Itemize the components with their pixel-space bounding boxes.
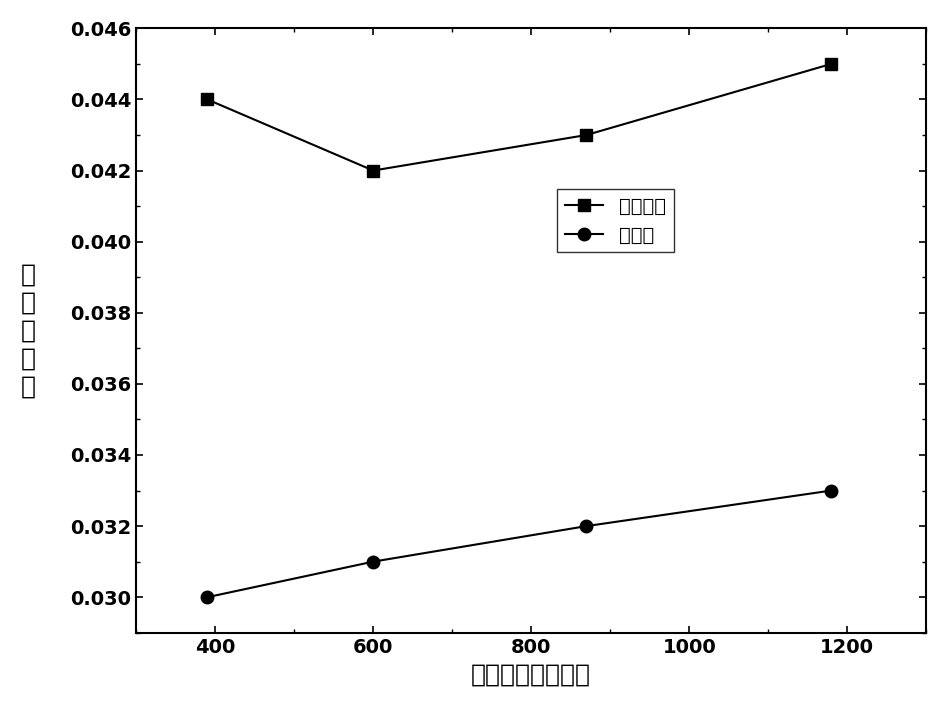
Line: 白玻璃管: 白玻璃管 [201, 58, 838, 177]
滤光管 [826, 486, 837, 495]
Legend: 白玻璃管, 滤光管: 白玻璃管, 滤光管 [557, 189, 673, 252]
滤光管 [202, 593, 213, 602]
白玻璃管 [581, 131, 592, 139]
滤光管 [367, 557, 379, 566]
X-axis label: 泵浦能量（焦耳）: 泵浦能量（焦耳） [472, 662, 591, 686]
白玻璃管 [826, 59, 837, 68]
Line: 滤光管: 滤光管 [201, 484, 838, 604]
白玻璃管 [367, 166, 379, 175]
Y-axis label: 热
转
换
效
率: 热 转 换 效 率 [21, 263, 36, 398]
滤光管 [581, 522, 592, 530]
白玻璃管 [202, 95, 213, 104]
